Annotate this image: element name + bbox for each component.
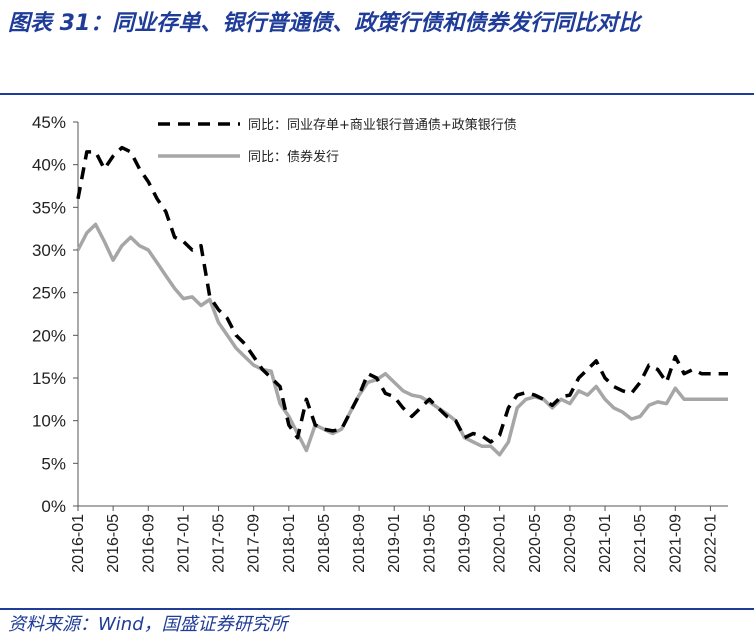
x-tick-label: 2018-05 [316,514,333,573]
y-tick-label: 15% [32,369,66,388]
series-line-bond-issuance [76,222,728,457]
title-divider [0,93,754,95]
y-tick-label: 45% [32,113,66,132]
footer-divider [0,608,754,610]
source-note: 资料来源：Wind，国盛证券研究所 [8,614,288,635]
x-tick-label: 2020-05 [527,514,544,573]
chart-title: 图表 31：同业存单、银行普通债、政策行债和债券发行同比对比 [8,11,641,36]
x-tick-label: 2020-01 [492,514,509,573]
x-tick-label: 2019-01 [386,514,403,573]
x-tick-label: 2016-01 [70,514,87,573]
x-tick-label: 2017-05 [211,514,228,573]
y-tick-label: 0% [41,497,66,516]
x-tick-label: 2018-01 [281,514,298,573]
x-tick-label: 2021-01 [597,514,614,573]
y-tick-label: 20% [32,326,66,345]
x-tick-label: 2020-09 [562,514,579,573]
x-tick-label: 2017-01 [175,514,192,573]
series-line-interbank-bank-policy [76,145,728,444]
x-tick-label: 2019-09 [456,514,473,573]
x-tick-label: 2022-01 [702,514,719,573]
y-tick-label: 25% [32,284,66,303]
x-tick-label: 2016-09 [140,514,157,573]
y-tick-label: 10% [32,412,66,431]
series-lines [76,145,728,457]
y-tick-label: 40% [32,156,66,175]
y-tick-label: 35% [32,198,66,217]
line-chart: 0%5%10%15%20%25%30%35%40%45% 2016-01 2016… [32,113,728,573]
y-tick-label: 5% [41,454,66,473]
x-tick-label: 2019-05 [421,514,438,573]
x-tick-label: 2016-05 [105,514,122,573]
legend-label: 同比：同业存单+商业银行普通债+政策银行债 [248,117,517,133]
legend-label: 同比：债券发行 [248,149,339,165]
x-tick-label: 2021-09 [667,514,684,573]
chart-axes [73,121,728,511]
y-axis-tick-labels: 0% 5% 10% 15% 20% 25% 30% 35% 40% 45% [32,113,66,516]
x-tick-label: 2018-09 [351,514,368,573]
y-tick-label: 30% [32,241,66,260]
x-tick-label: 2017-09 [246,514,263,573]
x-tick-label: 2021-05 [632,514,649,573]
x-axis-tick-labels: 2016-01 2016-05 2016-09 2017-01 2017-05 2017-… [70,514,719,573]
